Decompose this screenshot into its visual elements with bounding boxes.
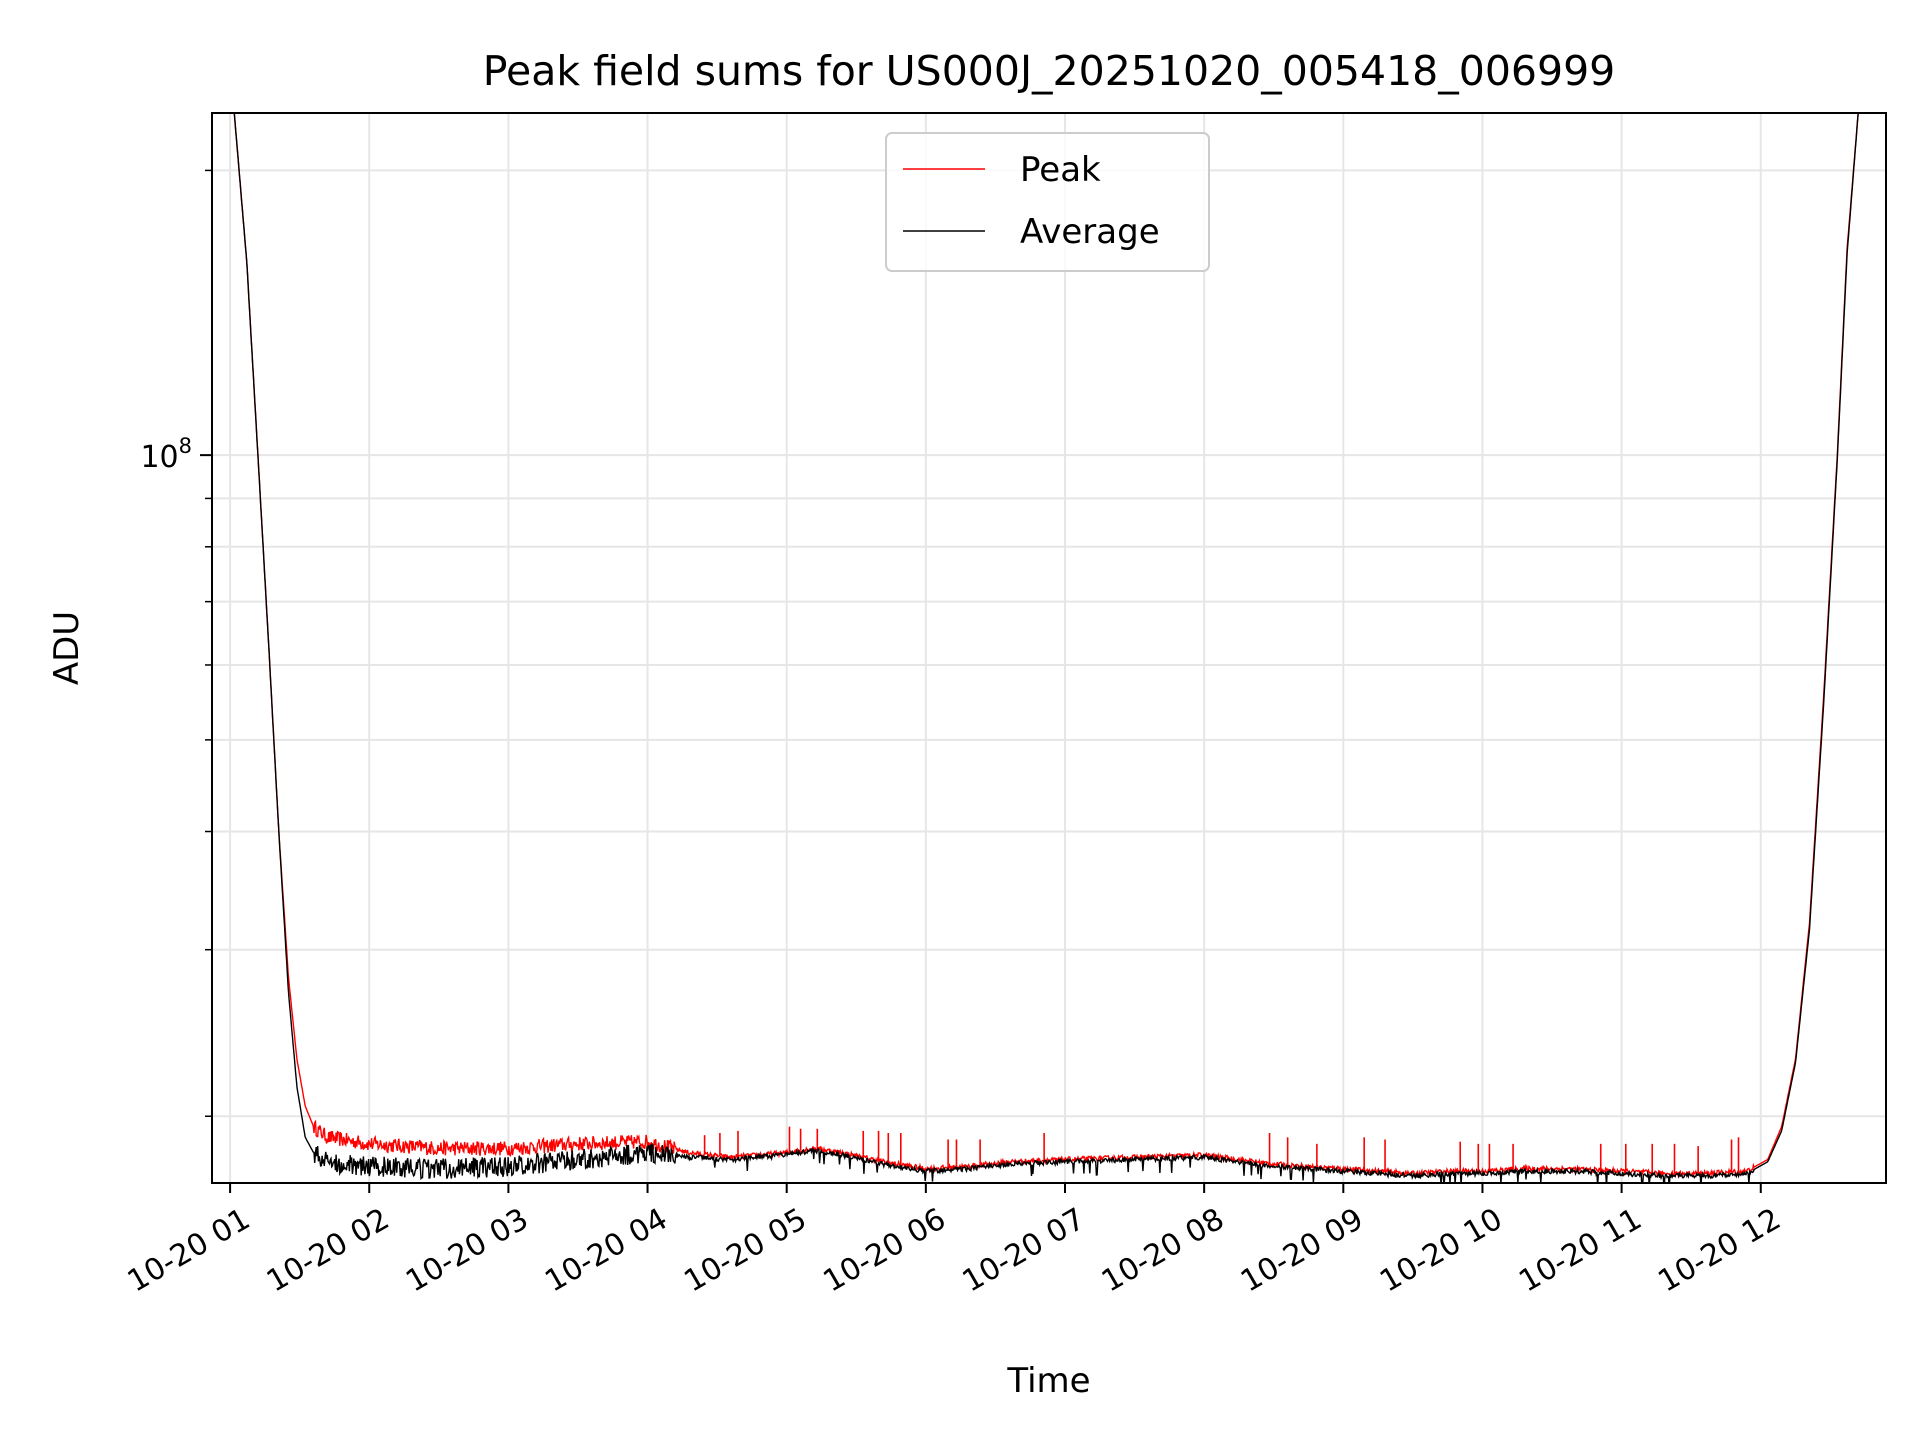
plot-frame [211,112,1887,1184]
y-axis: 108 [140,169,212,1117]
chart-title: Peak field sums for US000J_20251020_0054… [483,47,1616,95]
plot-series-group [233,113,1859,1183]
x-axis-label: Time [1006,1361,1090,1401]
legend-label-peak: Peak [1020,150,1101,190]
legend-label-average: Average [1020,212,1160,252]
series-line-average [233,113,1859,1183]
legend-box [885,132,1210,272]
legend: Peak Average [885,132,1210,272]
y-tick-label: 108 [140,434,192,475]
y-axis-label: ADU [47,611,87,685]
